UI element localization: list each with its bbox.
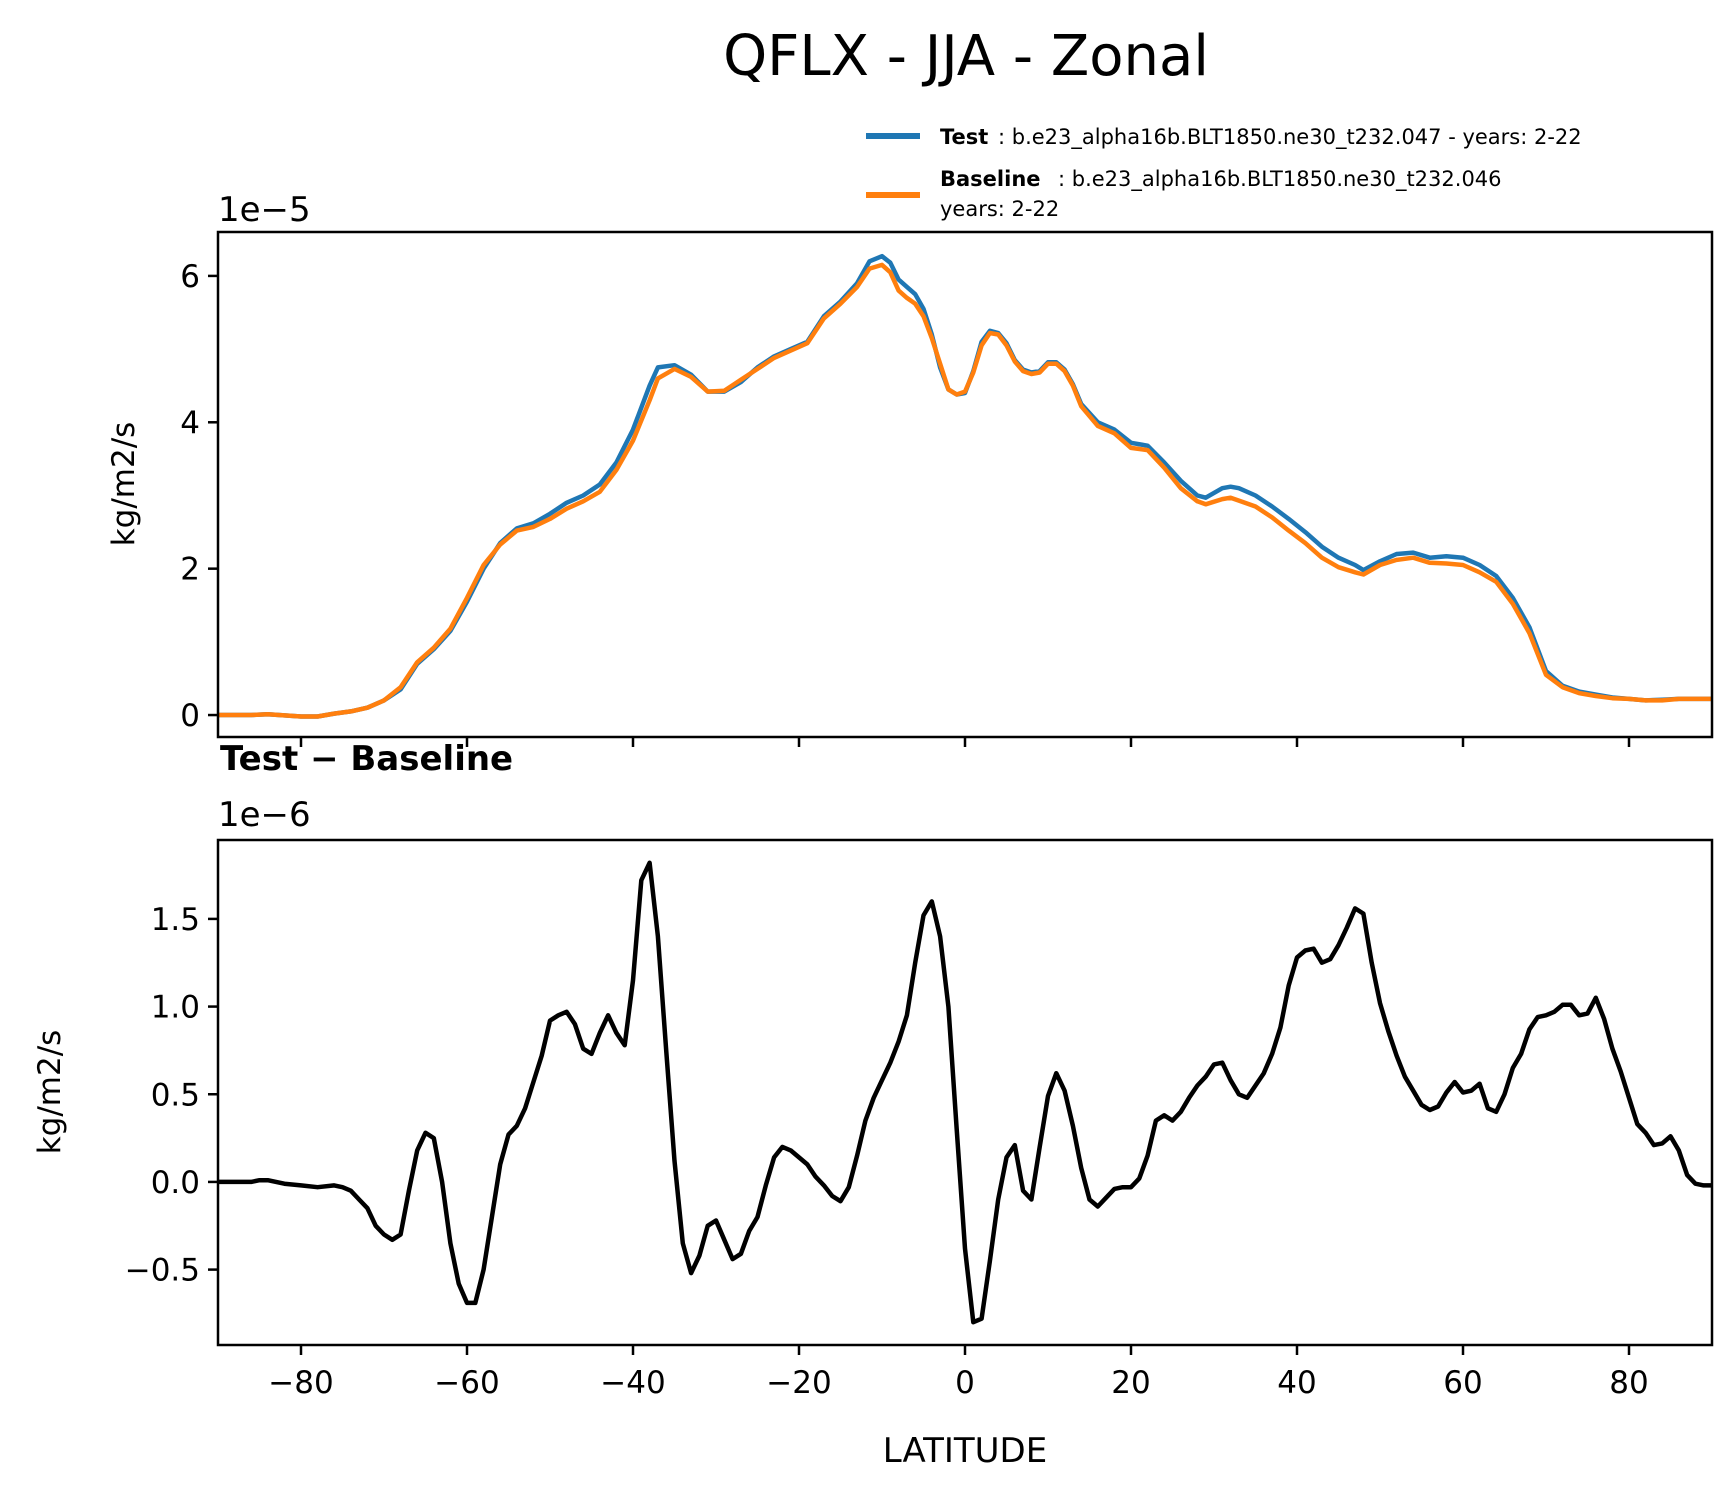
bottom-panel: Test − Baseline 1e−6 −0.5 0.0 0.5 1.0 1.5 −8… (32, 739, 1714, 1471)
legend-baseline-name: Baseline (940, 167, 1041, 191)
bottom-y-ticks: −0.5 0.0 0.5 1.0 1.5 (125, 902, 218, 1289)
bottom-x-tick-label: −80 (268, 1365, 333, 1401)
bottom-y-axis-label: kg/m2/s (32, 1030, 68, 1155)
top-offset-label: 1e−5 (218, 190, 311, 230)
bottom-x-tick-label: 60 (1443, 1365, 1482, 1401)
bottom-lines (218, 860, 1712, 1325)
bottom-panel-title: Test − Baseline (220, 739, 513, 779)
top-y-tick-label: 2 (180, 552, 200, 588)
bottom-x-tick-label: 20 (1111, 1365, 1150, 1401)
top-y-tick-label: 4 (180, 405, 200, 441)
bottom-x-tick-label: 0 (955, 1365, 975, 1401)
top-x-ticks (299, 737, 1631, 747)
legend-test-text: : b.e23_alpha16b.BLT1850.ne30_t232.047 -… (998, 125, 1582, 150)
bottom-x-ticks: −80 −60 −40 −20 0 20 40 60 80 (268, 1345, 1649, 1401)
legend-baseline-text: : b.e23_alpha16b.BLT1850.ne30_t232.046 (1058, 167, 1502, 192)
top-panel: 1e−5 0 2 4 6 kg/m2/s (106, 190, 1714, 747)
bottom-axes-frame (216, 838, 1714, 1347)
bottom-y-tick-label: 0.5 (151, 1077, 200, 1113)
top-y-ticks: 0 2 4 6 (180, 259, 218, 734)
bottom-y-tick-label: 1.5 (151, 902, 200, 938)
bottom-x-tick-label: 80 (1609, 1365, 1648, 1401)
legend-baseline-text-line2: years: 2-22 (940, 197, 1059, 221)
bottom-y-tick-label: 1.0 (151, 990, 200, 1026)
bottom-x-axis-label: LATITUDE (883, 1431, 1047, 1471)
top-y-tick-label: 0 (180, 698, 200, 734)
bottom-offset-label: 1e−6 (218, 795, 311, 835)
bottom-y-tick-label: −0.5 (125, 1253, 200, 1289)
top-y-tick-label: 6 (180, 259, 200, 295)
bottom-x-tick-label: 40 (1277, 1365, 1316, 1401)
bottom-x-tick-label: −20 (766, 1365, 831, 1401)
bottom-x-tick-label: −40 (600, 1365, 665, 1401)
top-axes-frame (216, 230, 1714, 739)
legend: Test : b.e23_alpha16b.BLT1850.ne30_t232.… (866, 125, 1582, 221)
legend-test-name: Test (940, 125, 988, 149)
top-lines (218, 253, 1712, 719)
figure-title: QFLX - JJA - Zonal (723, 24, 1209, 89)
top-y-axis-label: kg/m2/s (106, 422, 142, 547)
bottom-y-tick-label: 0.0 (151, 1165, 200, 1201)
bottom-series-line (218, 860, 1712, 1325)
top-series-line (218, 262, 1712, 719)
bottom-x-tick-label: −60 (434, 1365, 499, 1401)
